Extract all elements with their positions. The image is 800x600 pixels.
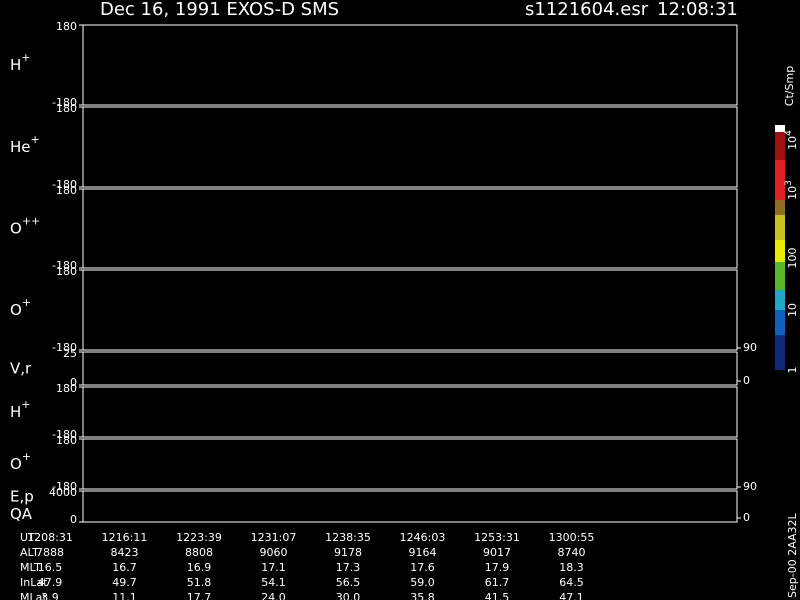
title: Dec 16, 1991 EXOS-D SMS [100, 0, 339, 20]
file-name: s1121604.esr [525, 0, 649, 20]
time: 12:08:31 [657, 0, 738, 20]
